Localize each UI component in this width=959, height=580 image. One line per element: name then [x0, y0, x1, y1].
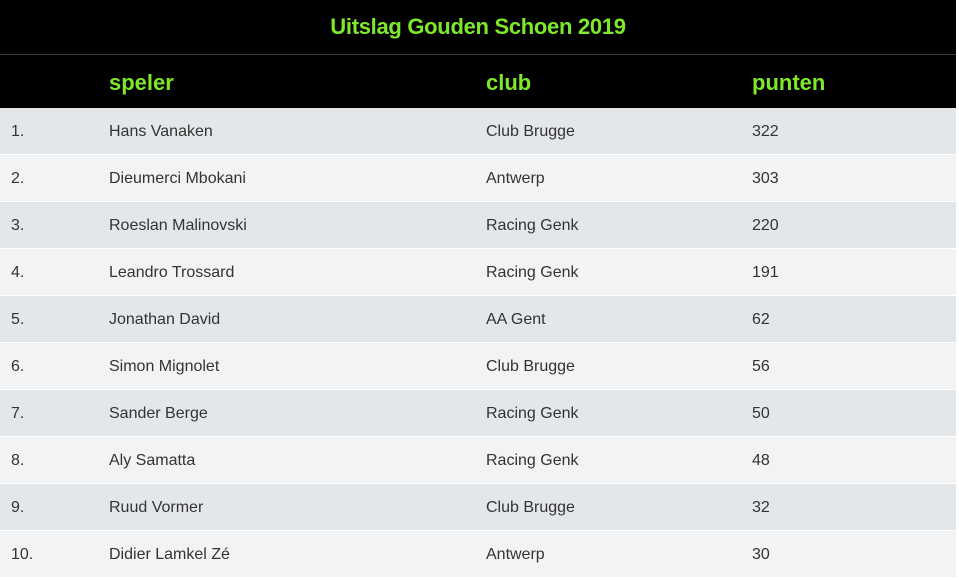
table-row: 10. Didier Lamkel Zé Antwerp 30 [0, 531, 956, 578]
cell-rank: 8. [11, 452, 25, 469]
table-row: 4. Leandro Trossard Racing Genk 191 [0, 249, 956, 296]
cell-club: Club Brugge [486, 358, 575, 375]
cell-rank: 4. [11, 264, 25, 281]
cell-rank: 1. [11, 123, 25, 140]
cell-points: 62 [752, 311, 770, 328]
cell-player: Hans Vanaken [109, 123, 213, 140]
cell-rank: 2. [11, 170, 25, 187]
cell-club: Racing Genk [486, 217, 579, 234]
table-body: 1. Hans Vanaken Club Brugge 322 2. Dieum… [0, 108, 956, 578]
cell-player: Aly Samatta [109, 452, 196, 469]
cell-club: Club Brugge [486, 499, 575, 516]
cell-player: Simon Mignolet [109, 358, 220, 375]
cell-points: 220 [752, 217, 779, 234]
table-row: 9. Ruud Vormer Club Brugge 32 [0, 484, 956, 531]
table-row: 8. Aly Samatta Racing Genk 48 [0, 437, 956, 484]
cell-player: Sander Berge [109, 405, 208, 422]
table-row: 3. Roeslan Malinovski Racing Genk 220 [0, 202, 956, 249]
table-row: 7. Sander Berge Racing Genk 50 [0, 390, 956, 437]
cell-player: Leandro Trossard [109, 264, 235, 281]
cell-points: 50 [752, 405, 770, 422]
cell-rank: 5. [11, 311, 25, 328]
cell-points: 30 [752, 546, 770, 563]
cell-club: Racing Genk [486, 452, 579, 469]
cell-points: 191 [752, 264, 779, 281]
cell-player: Dieumerci Mbokani [109, 170, 246, 187]
cell-club: Racing Genk [486, 264, 579, 281]
cell-player: Didier Lamkel Zé [109, 546, 230, 563]
cell-club: Antwerp [486, 170, 545, 187]
cell-player: Ruud Vormer [109, 499, 204, 516]
cell-player: Jonathan David [109, 311, 221, 328]
title-divider [0, 54, 956, 55]
cell-points: 32 [752, 499, 770, 516]
table-row: 6. Simon Mignolet Club Brugge 56 [0, 343, 956, 390]
cell-club: AA Gent [486, 311, 546, 328]
cell-rank: 7. [11, 405, 25, 422]
cell-club: Racing Genk [486, 405, 579, 422]
cell-rank: 10. [11, 546, 34, 563]
cell-points: 56 [752, 358, 770, 375]
table-title-bar: Uitslag Gouden Schoen 2019 [0, 0, 956, 54]
header-points: punten [752, 70, 826, 95]
table-row: 2. Dieumerci Mbokani Antwerp 303 [0, 155, 956, 202]
table-title: Uitslag Gouden Schoen 2019 [330, 14, 626, 39]
cell-points: 303 [752, 170, 779, 187]
cell-rank: 9. [11, 499, 25, 516]
table-row: 1. Hans Vanaken Club Brugge 322 [0, 108, 956, 155]
table-header-row: speler club punten [0, 55, 956, 108]
cell-points: 48 [752, 452, 770, 469]
cell-rank: 6. [11, 358, 25, 375]
cell-club: Antwerp [486, 546, 545, 563]
cell-rank: 3. [11, 217, 25, 234]
cell-player: Roeslan Malinovski [109, 217, 247, 234]
header-player: speler [109, 70, 174, 95]
cell-points: 322 [752, 123, 779, 140]
header-club: club [486, 70, 532, 95]
cell-club: Club Brugge [486, 123, 575, 140]
table-row: 5. Jonathan David AA Gent 62 [0, 296, 956, 343]
